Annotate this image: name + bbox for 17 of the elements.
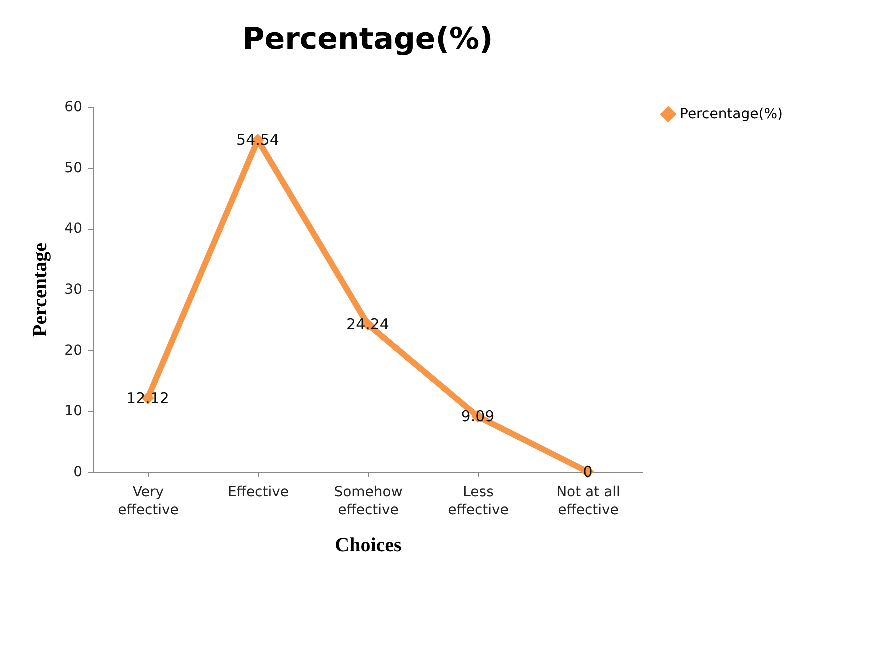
x-tick-label: Very effective [118, 484, 179, 518]
y-tick-label: 30 [64, 282, 82, 298]
y-tick-label: 20 [64, 342, 82, 359]
y-axis-title: Percentage [30, 242, 52, 338]
y-tick-label: 40 [64, 221, 82, 238]
x-tick-label: Somehow effective [334, 484, 403, 518]
y-tick-label: 50 [64, 160, 82, 176]
y-tick-label: 0 [74, 464, 82, 480]
y-tick-label: 10 [64, 404, 82, 420]
x-tick-label: Less effective [448, 484, 509, 518]
legend-label: Percentage(%) [680, 106, 783, 122]
x-tick-label: Not at all effective [556, 484, 620, 518]
x-axis-title: Choices [335, 534, 402, 556]
x-tick-label: Effective [228, 484, 290, 500]
chart-title: Percentage(%) [242, 22, 494, 57]
y-tick-label: 60 [64, 100, 82, 116]
data-label: 0 [583, 463, 593, 481]
